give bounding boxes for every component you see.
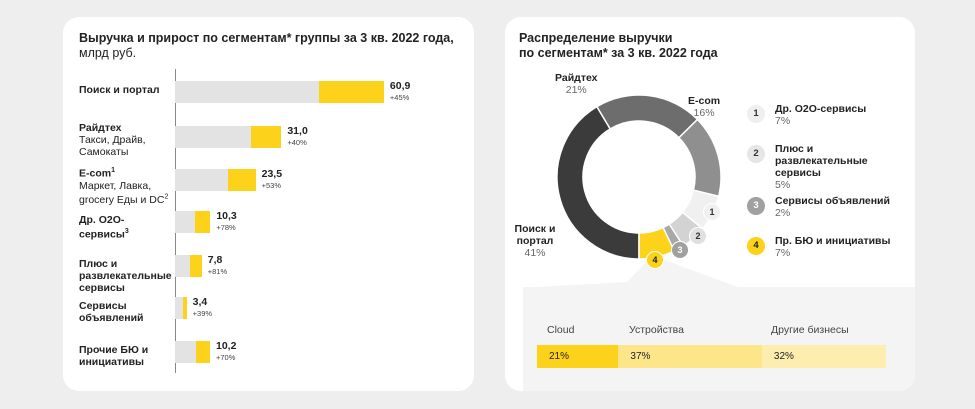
bar-growth-segment (250, 126, 282, 148)
bar-category-label: Поиск и портал (79, 84, 160, 96)
bar-value-label: 10,3 (216, 210, 237, 222)
breakdown-segment: 37% (618, 345, 762, 368)
bar-growth-segment (227, 169, 256, 191)
breakdown-category-label: Cloud (547, 324, 575, 336)
donut-slice-label: Райдтех 21% (555, 72, 598, 96)
donut-slice (638, 226, 676, 260)
donut-slice-number: 2 (689, 227, 707, 245)
bar-growth-label: +70% (215, 353, 236, 362)
donut-slice-number: 4 (646, 251, 664, 269)
donut-slice-number: 1 (703, 203, 721, 221)
bar-value-label: 3,4 (192, 296, 208, 308)
donut-chart-title: Распределение выручки по сегментам* за 3… (519, 31, 718, 60)
donut-slice-label: Поиск и портал 41% (514, 223, 556, 259)
bar-growth-segment (194, 211, 211, 233)
legend-item: Пр. БЮ и инициативы 7% (775, 235, 891, 259)
breakdown-bar: 21% 37% 32% (537, 345, 886, 368)
donut-slice (677, 118, 722, 198)
bar-growth-segment (195, 341, 210, 363)
legend-number: 2 (747, 145, 765, 163)
donut-slice-label: E-com 16% (688, 95, 721, 119)
bar-value-label: 60,9 (389, 80, 411, 92)
legend-number: 4 (747, 237, 765, 255)
donut-slice-number: 3 (671, 241, 689, 259)
legend-number: 1 (747, 105, 765, 123)
bar-value-label: 31,0 (287, 125, 308, 137)
breakdown-connector (537, 255, 915, 352)
donut-slice (556, 105, 640, 260)
bar-value-label: 23,5 (261, 168, 283, 180)
legend-item: Плюс и развлекательные сервисы 5% (775, 143, 868, 191)
bar-growth-label: +45% (389, 93, 410, 102)
bar-growth-label: +81% (207, 267, 228, 276)
legend-number: 3 (747, 197, 765, 215)
breakdown-category-label: Устройства (629, 324, 684, 336)
bar-growth-label: +53% (261, 181, 282, 190)
donut-chart (523, 94, 915, 391)
bar-base (175, 297, 187, 319)
bar-value-label: 7,8 (207, 254, 223, 266)
bar-value-label: 10,2 (215, 340, 237, 352)
bar-growth-segment (319, 81, 384, 103)
bar-category-label: Др. О2О-сервисы3 (79, 214, 129, 241)
bar-category-label: Сервисы объявлений (79, 300, 144, 324)
bar-growth-label: +39% (192, 309, 213, 318)
bar-growth-label: +40% (287, 138, 307, 147)
bar-growth-segment (183, 297, 187, 319)
bar-category-label: Плюс и развлекательные сервисы (79, 258, 172, 294)
bar-category-label: E-com1 Маркет, Лавка, grocery Еды и DC2 (79, 167, 169, 206)
legend-item: Др. О2О-сервисы 7% (775, 103, 867, 127)
legend-item: Сервисы объявлений 2% (775, 195, 890, 219)
breakdown-category-label: Другие бизнесы (771, 324, 849, 336)
revenue-growth-card: Выручка и прирост по сегментам* группы з… (63, 17, 474, 391)
bar-chart-title: Выручка и прирост по сегментам* группы з… (79, 31, 454, 60)
bar-growth-label: +78% (216, 223, 236, 232)
breakdown-panel (523, 287, 915, 391)
bar-category-label: Прочие БЮ и инициативы (79, 344, 149, 368)
bar-growth-segment (189, 255, 202, 277)
breakdown-segment: 32% (761, 345, 886, 368)
breakdown-segment: 21% (537, 345, 619, 368)
donut-slice (595, 94, 699, 139)
bar-category-label: Райдтех Такси, Драйв, Самокаты (79, 122, 146, 158)
revenue-distribution-card: Распределение выручки по сегментам* за 3… (505, 17, 915, 391)
